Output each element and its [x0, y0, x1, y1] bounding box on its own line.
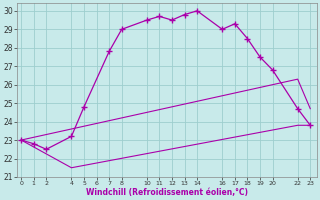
X-axis label: Windchill (Refroidissement éolien,°C): Windchill (Refroidissement éolien,°C): [86, 188, 248, 197]
